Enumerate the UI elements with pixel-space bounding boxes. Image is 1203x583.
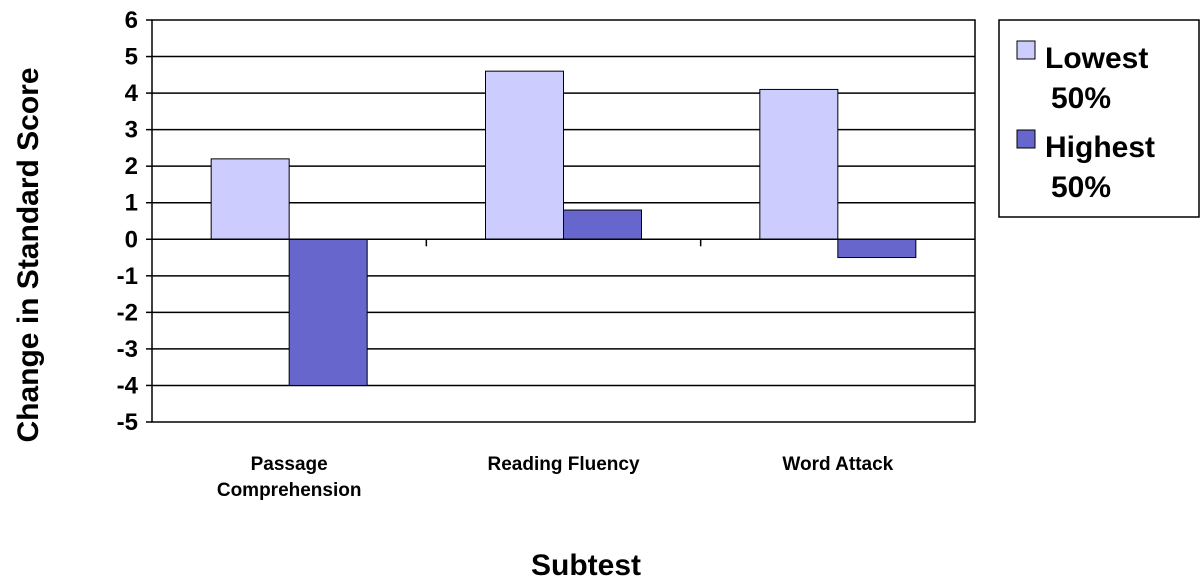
legend-label: 50% <box>1051 171 1111 204</box>
legend-items: Lowest 50% Highest 50% <box>1016 40 1155 204</box>
y-tick-label: -3 <box>117 336 138 363</box>
x-category-label: Word Attack <box>782 454 893 475</box>
legend-label: Highest <box>1045 131 1155 164</box>
legend: Lowest 50% Highest 50% <box>998 19 1200 218</box>
bar <box>837 238 917 259</box>
x-category-label: Reading Fluency <box>487 454 639 475</box>
y-tick-labels: 6 5 4 3 2 1 0 -1 -2 -3 -4 -5 <box>117 7 139 436</box>
bar <box>210 158 290 240</box>
plot-area-frame <box>151 19 976 423</box>
bar <box>485 70 564 240</box>
legend-swatch <box>1016 129 1036 149</box>
y-tick-label: 6 <box>125 7 138 34</box>
bar <box>759 88 839 240</box>
x-axis-title: Subtest <box>531 549 641 582</box>
y-tick-label: -1 <box>117 263 138 290</box>
x-category-labels: Passage Comprehension Reading Fluency Word … <box>217 454 894 501</box>
legend-label: Lowest <box>1045 42 1148 75</box>
axes <box>146 19 975 423</box>
legend-swatch <box>1016 40 1036 60</box>
bar <box>288 238 368 386</box>
y-tick-label: 5 <box>125 44 138 71</box>
y-tick-label: -2 <box>117 299 138 326</box>
y-tick-label: 3 <box>125 117 138 144</box>
y-axis-title: Change in Standard Score <box>12 67 45 442</box>
legend-label: 50% <box>1051 82 1111 115</box>
bars <box>210 70 917 386</box>
y-tick-label: -4 <box>117 372 139 399</box>
x-category-label: Comprehension <box>217 480 362 501</box>
x-category-label: Passage <box>251 454 328 475</box>
y-tick-label: -5 <box>117 409 138 436</box>
y-tick-label: 1 <box>125 190 138 217</box>
y-tick-label: 2 <box>125 153 138 180</box>
bar <box>563 209 642 240</box>
y-tick-label: 4 <box>125 80 139 107</box>
y-tick-label: 0 <box>125 226 138 253</box>
